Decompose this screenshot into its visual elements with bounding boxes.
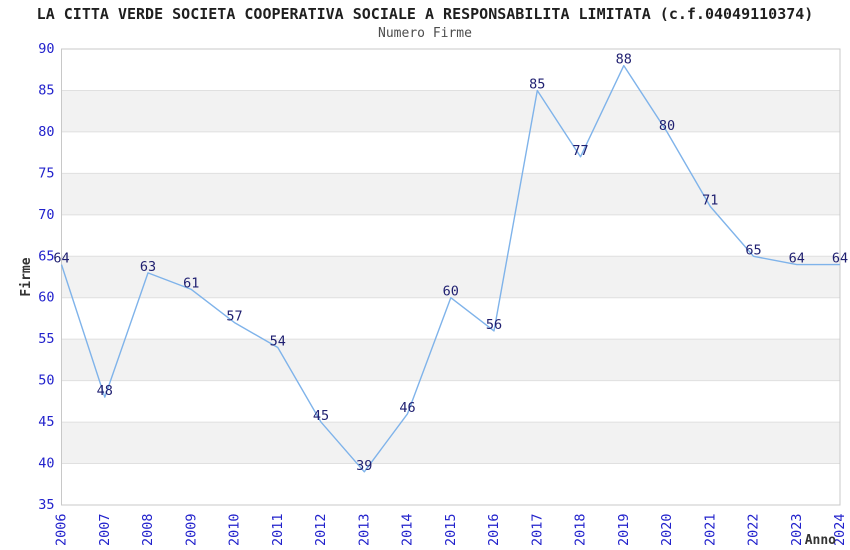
y-tick-label: 40	[38, 456, 54, 472]
y-tick-label: 55	[38, 331, 54, 347]
y-axis-title: Firme	[19, 257, 34, 296]
x-tick-label: 2020	[659, 513, 675, 546]
x-tick-label: 2022	[746, 513, 762, 546]
data-point-label: 60	[443, 284, 459, 300]
x-tick-label: 2011	[270, 513, 286, 546]
x-tick-label: 2012	[313, 513, 329, 546]
y-tick-label: 90	[38, 41, 54, 57]
data-point-label: 64	[53, 251, 69, 267]
data-point-label: 48	[97, 383, 113, 399]
chart-title: LA CITTA VERDE SOCIETA COOPERATIVA SOCIA…	[36, 5, 814, 23]
x-tick-label: 2021	[702, 513, 718, 546]
y-tick-label: 85	[38, 82, 54, 98]
data-point-label: 65	[745, 242, 761, 258]
plot-band	[61, 422, 840, 464]
data-point-label: 45	[313, 408, 329, 424]
x-tick-label: 2024	[832, 513, 848, 546]
y-tick-label: 50	[38, 373, 54, 389]
plot-band	[61, 173, 840, 215]
x-tick-label: 2018	[573, 513, 589, 546]
plot-border	[61, 48, 841, 506]
x-tick-label: 2007	[97, 513, 113, 546]
x-tick-label: 2016	[486, 513, 502, 546]
data-point-label: 71	[702, 193, 718, 209]
x-tick-label: 2023	[789, 513, 805, 546]
y-tick-label: 75	[38, 165, 54, 181]
data-point-label: 64	[832, 251, 848, 267]
y-tick-label: 60	[38, 290, 54, 306]
plot-band	[61, 90, 840, 132]
data-point-label: 39	[356, 458, 372, 474]
x-tick-label: 2010	[227, 513, 243, 546]
y-tick-label: 70	[38, 207, 54, 223]
y-tick-label: 35	[38, 497, 54, 513]
series-line	[60, 64, 840, 473]
data-point-label: 61	[183, 275, 199, 291]
chart-subtitle: Numero Firme	[378, 26, 472, 41]
data-point-label: 77	[572, 143, 588, 159]
data-point-label: 80	[659, 118, 675, 134]
data-point-label: 57	[226, 309, 242, 325]
data-point-label: 46	[399, 400, 415, 416]
data-point-label: 63	[140, 259, 156, 275]
x-tick-label: 2006	[54, 513, 70, 546]
y-tick-label: 45	[38, 414, 54, 430]
y-tick-label: 80	[38, 124, 54, 140]
x-tick-label: 2009	[183, 513, 199, 546]
x-tick-label: 2013	[356, 513, 372, 546]
x-tick-label: 2008	[140, 513, 156, 546]
data-point-label: 85	[529, 77, 545, 93]
plot-band	[61, 256, 840, 298]
data-point-label: 64	[789, 251, 805, 267]
data-point-label: 54	[270, 334, 286, 350]
x-tick-label: 2019	[616, 513, 632, 546]
data-point-label: 56	[486, 317, 502, 333]
x-tick-label: 2014	[400, 513, 416, 546]
data-point-label: 88	[616, 52, 632, 68]
plot-band	[61, 339, 840, 381]
x-tick-label: 2017	[529, 513, 545, 546]
x-axis-title: Anno	[805, 533, 836, 548]
y-tick-label: 65	[38, 248, 54, 264]
x-tick-label: 2015	[443, 513, 459, 546]
